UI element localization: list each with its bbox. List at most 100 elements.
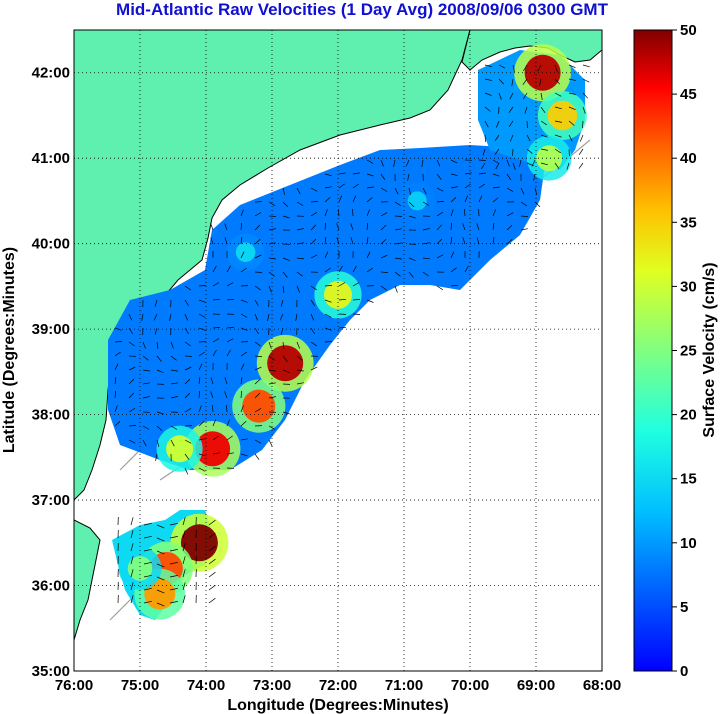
- vector-246: [156, 341, 159, 349]
- vector-23: [464, 172, 472, 175]
- vector-2: [393, 159, 396, 167]
- vector-29: [282, 187, 286, 195]
- vector-213: [184, 313, 189, 321]
- vector-305: [142, 396, 150, 399]
- vector-233: [212, 327, 221, 329]
- vector-426: [566, 162, 570, 170]
- vector-31: [310, 187, 318, 192]
- vector-247: [170, 341, 174, 349]
- vector-443: [208, 532, 216, 539]
- vector-78: [366, 209, 370, 217]
- vector-448: [169, 549, 178, 552]
- colorbar-tick-label-1: 5: [680, 599, 688, 616]
- vector-222: [310, 313, 315, 321]
- vector-304: [128, 392, 135, 399]
- vector-33: [338, 183, 345, 189]
- vector-459: [208, 558, 216, 565]
- vector-347: [212, 435, 219, 441]
- vector-98: [324, 222, 326, 231]
- colorbar-tick-label-4: 20: [680, 407, 697, 424]
- vector-123: [350, 237, 354, 245]
- y-axis-label: Latitude (Degrees:Minutes): [1, 247, 18, 453]
- vector-218: [254, 313, 258, 321]
- vector-419: [578, 148, 584, 155]
- delmarva-land: [74, 519, 101, 641]
- vector-90: [210, 223, 214, 231]
- vector-11: [519, 159, 522, 167]
- vector-449: [182, 543, 186, 552]
- x-tick-label-2: 74:00: [187, 677, 225, 694]
- vector-196: [198, 299, 206, 303]
- vector-175: [198, 285, 207, 287]
- colorbar: [633, 29, 673, 672]
- vector-345: [184, 439, 192, 444]
- vector-393: [554, 106, 562, 110]
- vector-3: [405, 159, 410, 167]
- vector-395: [582, 106, 586, 114]
- x-tick-label-8: 68:00: [583, 677, 621, 694]
- vector-258: [324, 341, 333, 343]
- vector-16: [366, 173, 374, 177]
- vector-198: [226, 298, 235, 301]
- vector-206: [338, 298, 347, 301]
- vector-378: [568, 78, 576, 81]
- vector-102: [380, 224, 387, 231]
- vector-291: [142, 382, 150, 385]
- vector-280: [198, 363, 203, 371]
- vector-425: [554, 162, 560, 169]
- vector-376: [539, 78, 542, 86]
- vector-19: [407, 173, 410, 181]
- vector-125: [380, 239, 387, 245]
- vector-231: [184, 327, 189, 335]
- vector-74: [310, 212, 318, 217]
- vector-279: [184, 366, 192, 371]
- vector-235: [240, 327, 248, 331]
- vector-51: [296, 201, 304, 206]
- vector-229: [154, 327, 158, 335]
- vector-189: [394, 285, 398, 293]
- vector-210: [141, 313, 144, 321]
- vector-263: [170, 355, 177, 361]
- x-tick-label-3: 73:00: [253, 677, 291, 694]
- vector-50: [282, 201, 289, 208]
- vector-166: [366, 267, 373, 273]
- vector-259: [114, 351, 121, 357]
- vector-84: [450, 209, 454, 217]
- vector-438: [143, 535, 152, 539]
- vector-338: [240, 421, 247, 427]
- vector-388: [484, 106, 491, 112]
- y-tick-label-2: 40:00: [32, 236, 70, 253]
- vector-39: [422, 187, 427, 195]
- hotspot-core-0: [267, 345, 304, 382]
- vector-412: [482, 148, 486, 156]
- vector-191: [450, 284, 459, 287]
- vector-114: [224, 237, 228, 245]
- vector-143: [324, 251, 329, 259]
- vector-83: [436, 211, 444, 217]
- vector-383: [523, 92, 528, 100]
- vector-398: [508, 120, 514, 127]
- vector-245: [142, 341, 146, 349]
- vector-130: [450, 236, 453, 245]
- vector-453: [130, 556, 134, 565]
- vector-439: [156, 537, 165, 542]
- vector-271: [282, 355, 288, 362]
- vector-172: [450, 267, 457, 273]
- vector-55: [352, 195, 357, 203]
- vector-80: [394, 215, 403, 217]
- vector-410: [568, 134, 573, 142]
- vector-61: [436, 201, 445, 203]
- vector-89: [520, 215, 529, 217]
- vector-298: [240, 377, 243, 385]
- vector-1: [380, 159, 384, 167]
- vector-385: [554, 92, 562, 97]
- vector-52: [310, 201, 319, 203]
- vector-479: [156, 602, 165, 607]
- vector-129: [436, 238, 443, 245]
- vector-244: [128, 341, 135, 347]
- vector-310: [210, 391, 214, 399]
- vector-255: [282, 341, 285, 349]
- vector-151: [436, 254, 444, 259]
- vector-174: [184, 285, 191, 291]
- vector-365: [498, 64, 506, 69]
